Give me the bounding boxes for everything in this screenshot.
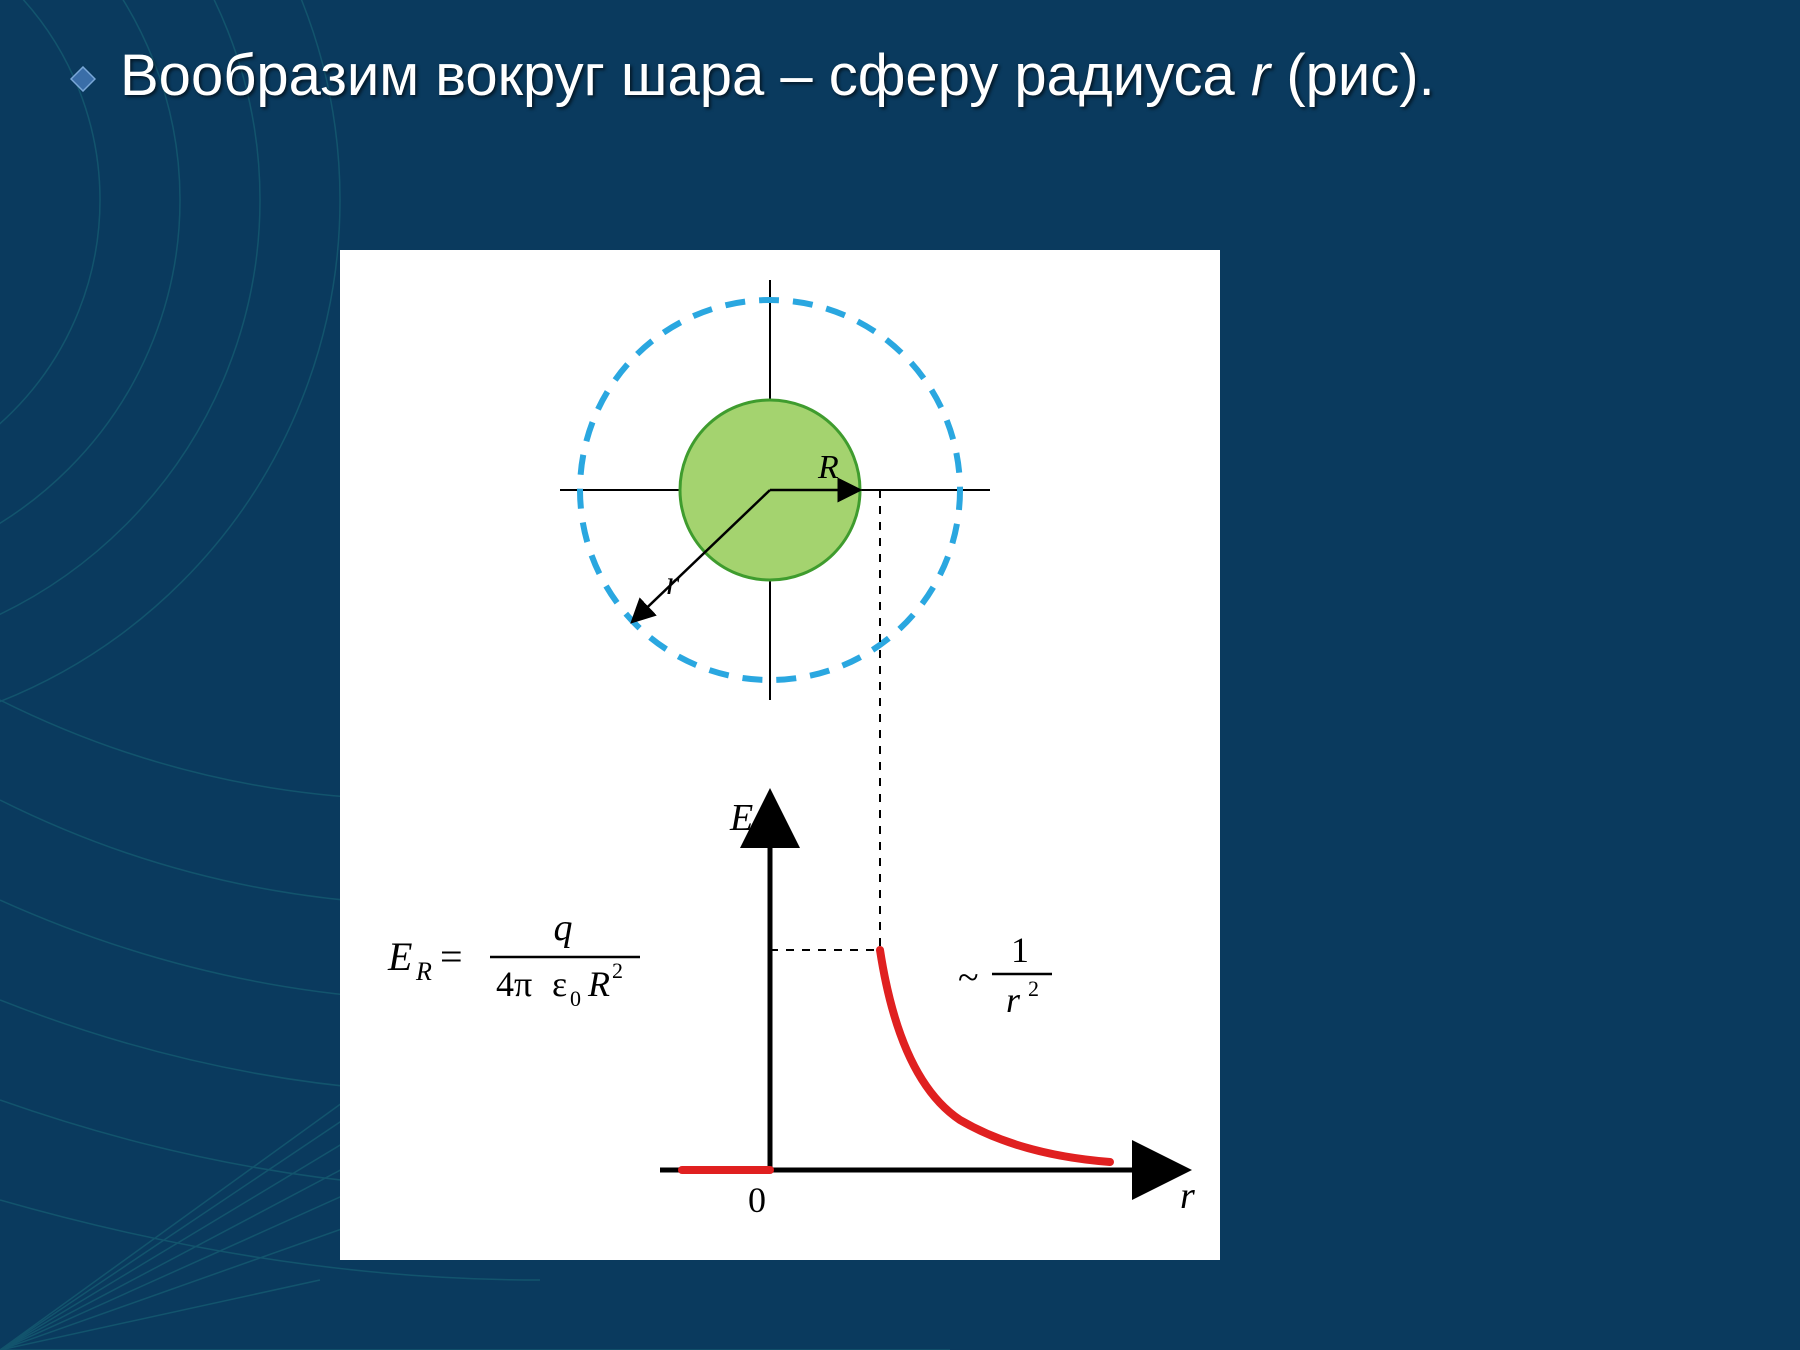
axis-label-zero: 0 [748,1180,766,1220]
field-chart: E r 0 [660,797,1195,1220]
label-small-r: r [666,565,680,602]
bullet-row: Вообразим вокруг шара – сферу радиуса r … [70,40,1680,113]
bullet-text: Вообразим вокруг шара – сферу радиуса r … [120,40,1435,113]
bullet-text-var: r [1251,43,1270,108]
axis-label-e: E [729,797,753,839]
diamond-bullet-icon [70,66,96,92]
slide: Вообразим вокруг шара – сферу радиуса r … [0,0,1800,1350]
formula-eps: ε [552,964,567,1004]
invsq-num: 1 [1011,930,1029,970]
bullet-text-after: (рис). [1270,43,1435,108]
formula-num: q [554,907,573,949]
figure-svg: R r E r 0 [340,250,1220,1260]
label-big-r: R [817,449,839,486]
physics-figure: R r E r 0 [340,250,1220,1260]
formula-den-r: R [587,964,610,1004]
formula-sub-r: R [415,957,432,986]
bullet-text-before: Вообразим вокруг шара – сферу радиуса [120,43,1251,108]
invsq-den-r: r [1006,980,1021,1020]
curve-outside [880,950,1110,1162]
formula-er: E R = q 4π ε 0 R 2 [387,907,640,1011]
sphere-diagram: R r [560,280,990,700]
invsq-den-sup: 2 [1028,976,1039,1001]
tilde: ~ [958,957,979,999]
formula-eps-sub: 0 [570,986,581,1011]
formula-4pi: 4π [496,964,532,1004]
formula-eq: = [440,934,463,979]
inverse-square-label: ~ 1 r 2 [958,930,1052,1020]
formula-den-r-sup: 2 [612,958,623,983]
formula-lhs: E [387,934,412,979]
axis-label-r: r [1180,1175,1195,1217]
